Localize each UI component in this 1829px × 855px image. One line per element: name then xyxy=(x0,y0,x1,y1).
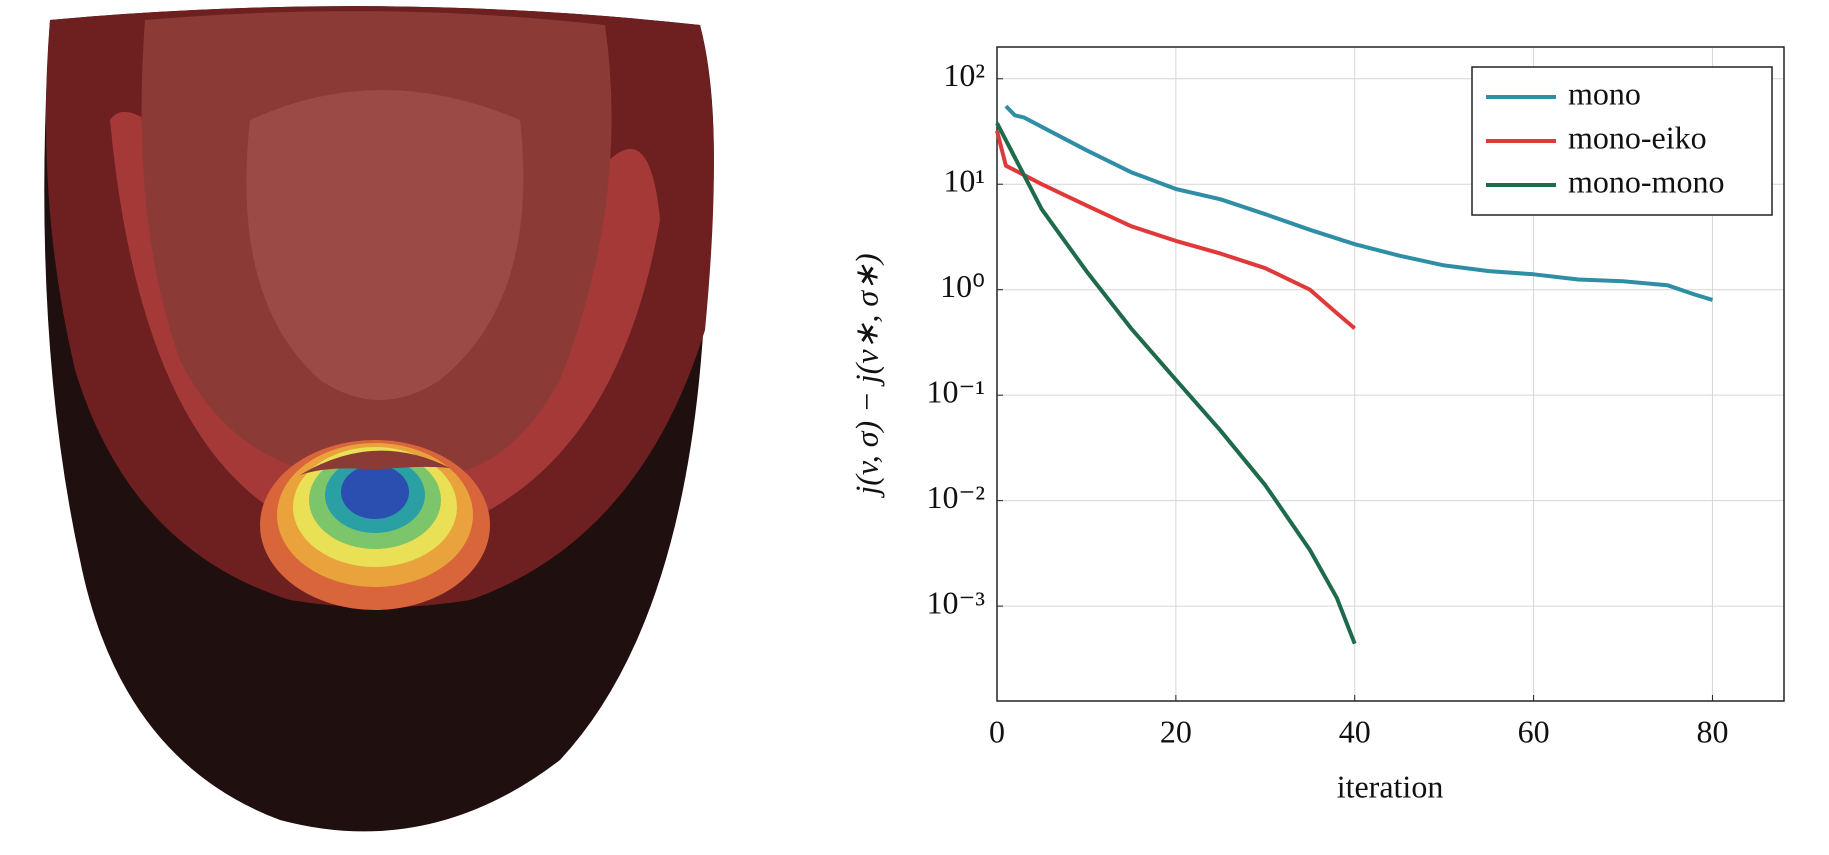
series-line xyxy=(995,122,1357,645)
x-tick-label: 0 xyxy=(989,713,1005,749)
y-tick-label: 10⁻¹ xyxy=(927,374,985,410)
y-tick-label: 10⁰ xyxy=(940,268,985,304)
series-line xyxy=(1004,104,1714,302)
x-tick-label: 60 xyxy=(1518,713,1550,749)
plot: iteration j(v, σ) − j(v∗, σ∗) xyxy=(848,253,1443,804)
series-line xyxy=(995,130,1356,330)
y-tick-label: 10² xyxy=(943,57,985,93)
y-tick-label: 10¹ xyxy=(943,163,985,199)
x-tick-label: 40 xyxy=(1339,713,1371,749)
y-axis-label: j(v, σ) − j(v∗, σ∗) xyxy=(848,253,884,498)
x-tick-label: 80 xyxy=(1696,713,1728,749)
legend-label: mono xyxy=(1568,75,1641,111)
legend-label: mono-eiko xyxy=(1568,119,1707,155)
x-axis-label: iteration xyxy=(1337,768,1444,804)
bullseye-cut xyxy=(300,450,450,475)
x-tick-label: 20 xyxy=(1160,713,1192,749)
y-tick-label: 10⁻³ xyxy=(927,584,985,620)
heart-cavity-inner xyxy=(246,90,524,400)
plot-frame xyxy=(996,46,1785,702)
heart-render xyxy=(44,6,714,832)
legend-label: mono-mono xyxy=(1568,163,1724,199)
y-tick-label: 10⁻² xyxy=(927,479,985,515)
bullseye xyxy=(341,465,409,519)
